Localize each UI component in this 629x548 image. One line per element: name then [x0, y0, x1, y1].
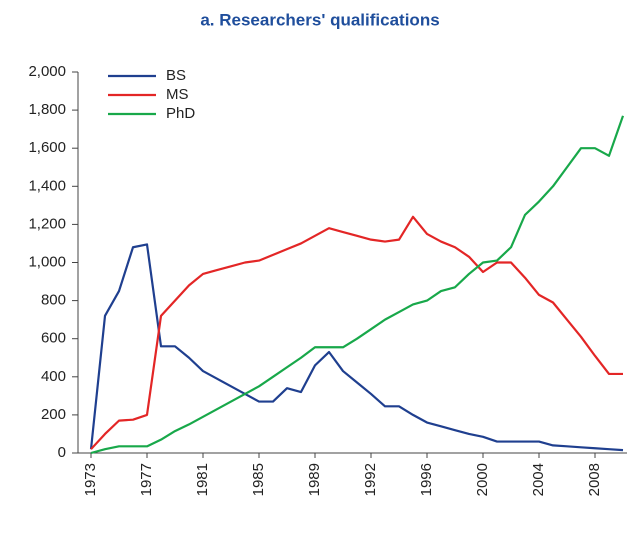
x-tick-label: 2008 — [586, 463, 603, 496]
y-tick-label: 1,800 — [28, 101, 66, 118]
legend-label: BS — [166, 67, 186, 84]
series-line — [90, 215, 623, 450]
x-tick-label: 2000 — [474, 463, 491, 496]
x-tick-label: 1973 — [82, 463, 99, 496]
y-tick-label: 600 — [41, 330, 66, 347]
x-tick-label: 1996 — [418, 463, 435, 496]
x-tick-label: 2004 — [530, 463, 547, 496]
y-tick-label: 1,000 — [28, 253, 66, 270]
y-tick-label: 2,000 — [28, 63, 66, 80]
y-tick-label: 200 — [41, 406, 66, 423]
chart-title: a. Researchers' qualifications — [200, 10, 439, 29]
x-tick-label: 1992 — [362, 463, 379, 496]
series-line — [90, 115, 625, 455]
legend-label: PhD — [166, 105, 195, 122]
legend-label: MS — [166, 86, 189, 103]
x-tick-label: 1981 — [194, 463, 211, 496]
y-tick-label: 1,400 — [28, 177, 66, 194]
series-line — [89, 243, 624, 452]
x-tick-label: 1989 — [306, 463, 323, 496]
y-tick-label: 1,200 — [28, 215, 66, 232]
y-tick-label: 1,600 — [28, 139, 66, 156]
y-tick-label: 400 — [41, 368, 66, 385]
y-tick-label: 800 — [41, 292, 66, 309]
x-tick-label: 1985 — [250, 463, 267, 496]
x-tick-label: 1977 — [138, 463, 155, 496]
y-tick-label: 0 — [58, 444, 66, 461]
